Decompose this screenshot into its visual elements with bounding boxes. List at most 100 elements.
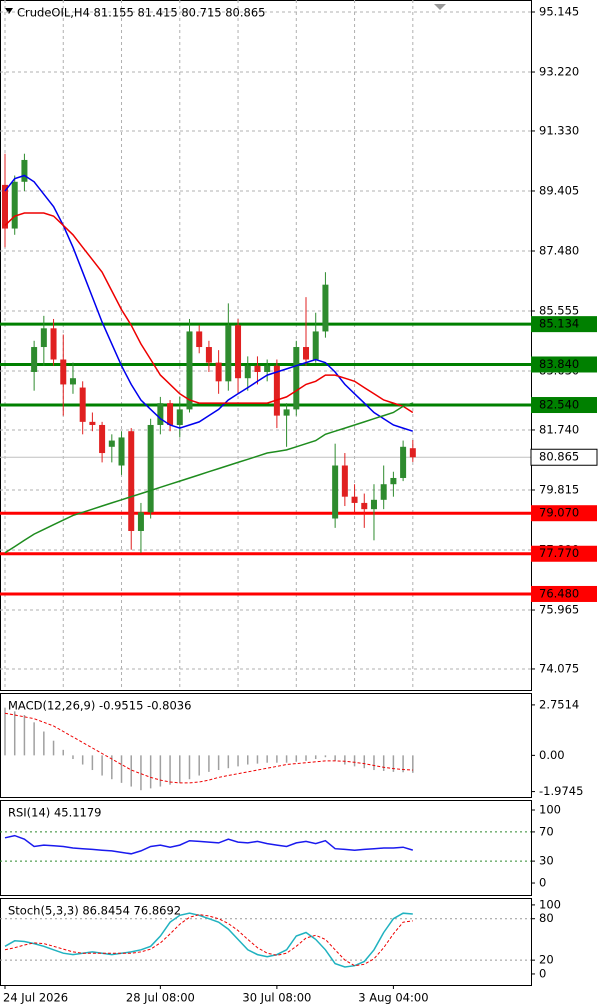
candle-body	[341, 465, 348, 497]
candle-body	[21, 159, 28, 182]
indicator-line	[4, 712, 413, 784]
candle-body	[60, 359, 67, 385]
x-tick-label: 3 Aug 04:00	[358, 991, 428, 1005]
last-price-label: 80.865	[539, 450, 579, 464]
x-tick-label: 28 Jul 08:00	[126, 991, 195, 1005]
candle-body	[370, 499, 377, 510]
y-tick-label: 75.965	[539, 603, 579, 617]
indicator-line	[4, 912, 413, 968]
candle-body	[118, 437, 125, 466]
candle-body	[89, 421, 96, 425]
candle-body	[157, 403, 164, 425]
candle-body	[167, 403, 174, 425]
candle-body	[254, 365, 261, 372]
candle-body	[69, 378, 76, 385]
candle-body	[273, 365, 280, 416]
level-label-box	[531, 585, 597, 602]
level-label: 76.480	[539, 586, 579, 600]
candle-body	[99, 424, 106, 454]
y-tick-label: 89.405	[539, 183, 579, 197]
panel-title: RSI(14) 45.1179	[8, 806, 102, 820]
candle-body	[390, 477, 397, 485]
level-label-box	[531, 356, 597, 373]
level-label: 82.540	[539, 398, 579, 412]
candle-body	[196, 331, 203, 348]
indicator-line	[4, 834, 414, 855]
candle-body	[108, 440, 115, 447]
level-label: 83.840	[539, 357, 579, 371]
candle-body	[244, 365, 251, 379]
candle-body	[137, 512, 144, 531]
panel-frame	[0, 0, 532, 691]
panel-title: MACD(12,26,9) -0.9515 -0.8036	[8, 699, 191, 713]
level-label-box	[531, 397, 597, 414]
level-label: 77.770	[539, 546, 579, 560]
indicator-line	[4, 914, 413, 967]
last-price-box	[530, 448, 598, 466]
candle-body	[186, 331, 193, 410]
candle-body	[409, 448, 416, 458]
y-tick-label: 100	[539, 897, 561, 911]
y-tick-label: 0	[539, 966, 546, 980]
y-tick-label: 87.480	[539, 243, 579, 257]
y-tick-label: 93.220	[539, 65, 579, 79]
candle-body	[147, 424, 154, 513]
candle-body	[351, 496, 358, 503]
candle-body	[2, 184, 8, 229]
y-tick-label: 0.00	[539, 748, 565, 762]
y-tick-label: 2.7514	[539, 697, 579, 711]
candle-body	[264, 365, 271, 372]
y-tick-label: 81.740	[539, 422, 579, 436]
candle-body	[50, 328, 57, 360]
y-tick-label: 80	[539, 911, 554, 925]
y-tick-label: 95.145	[539, 5, 579, 19]
y-tick-label: 20	[539, 953, 554, 967]
y-tick-label: 0	[539, 876, 546, 890]
y-tick-label: 74.075	[539, 661, 579, 675]
candle-body	[79, 387, 86, 422]
candle-body	[380, 484, 387, 500]
candle-body	[400, 446, 407, 478]
candle-body	[31, 347, 38, 372]
panel-frame	[0, 693, 532, 798]
symbol-menu-arrow	[5, 8, 13, 14]
candle-body	[312, 331, 319, 360]
panel-frame	[0, 800, 532, 896]
candle-body	[225, 325, 232, 382]
candle-body	[215, 362, 222, 382]
y-tick-label: -1.9745	[539, 784, 583, 798]
candle-body	[303, 347, 310, 360]
y-tick-label: 100	[539, 803, 561, 817]
candle-body	[332, 465, 339, 519]
level-label-box	[531, 316, 597, 333]
candle-body	[322, 284, 329, 332]
candle-body	[176, 409, 183, 425]
candle-body	[283, 409, 290, 416]
panel-frame	[0, 898, 532, 986]
panel-title: Stoch(5,3,3) 86.8454 76.8692	[8, 904, 181, 918]
candle-body	[128, 431, 135, 531]
indicator-line	[4, 174, 414, 432]
x-tick-label: 30 Jul 08:00	[242, 991, 311, 1005]
level-label-box	[531, 545, 597, 562]
candle-body	[361, 502, 368, 510]
y-tick-label: 30	[539, 854, 554, 868]
candle-body	[293, 347, 300, 410]
y-tick-label: 70	[539, 824, 554, 838]
candle-body	[235, 325, 242, 379]
candle-body	[40, 328, 47, 348]
panel-title: CrudeOIL,H4 81.155 81.415 80.715 80.865	[17, 6, 265, 20]
level-label: 85.134	[539, 317, 579, 331]
level-label-box	[531, 505, 597, 522]
x-tick-label: 24 Jul 2026	[3, 991, 68, 1005]
y-tick-label: 85.555	[539, 304, 579, 318]
y-tick-label: 79.815	[539, 482, 579, 496]
candle-body	[11, 181, 18, 229]
level-label: 79.070	[539, 506, 579, 520]
y-tick-label: 91.330	[539, 123, 579, 137]
scroll-marker	[434, 4, 446, 10]
indicator-line	[4, 402, 414, 554]
candle-body	[205, 347, 212, 363]
